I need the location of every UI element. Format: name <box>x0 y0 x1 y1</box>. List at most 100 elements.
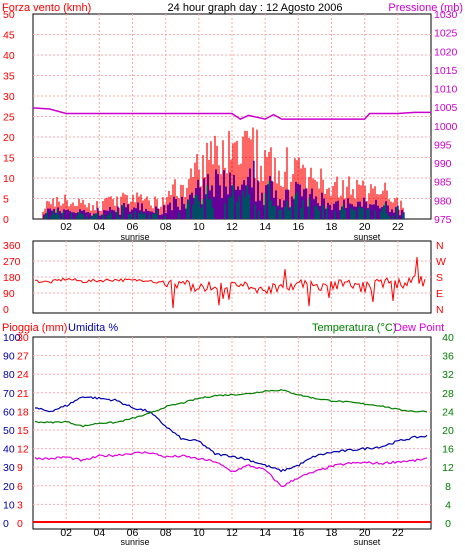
direction-degree-tick: 270 <box>3 256 21 268</box>
humidity-tick: 10 <box>3 499 15 511</box>
pressure-tick: 995 <box>434 139 452 151</box>
humidity-tick: 0 <box>3 518 9 530</box>
rain-tick: 12 <box>17 444 29 456</box>
pressure-tick: 1015 <box>434 65 458 77</box>
temperature-tick: 20 <box>442 425 454 437</box>
wind-hour-tick: 16 <box>292 221 304 233</box>
wind-low-series <box>44 181 404 219</box>
wind-speed-tick: 35 <box>3 71 15 83</box>
direction-compass-tick: N <box>436 304 444 316</box>
wind-hour-tick: 04 <box>93 221 105 233</box>
wind-speed-tick: 0 <box>3 214 9 226</box>
rain-axis-title: Pioggia (mm) <box>2 322 67 334</box>
pressure-tick: 990 <box>434 158 452 170</box>
temperature-line <box>34 389 428 428</box>
temperature-tick: 32 <box>442 369 454 381</box>
wind-speed-tick: 20 <box>3 132 15 144</box>
wind-hour-tick: 22 <box>392 221 404 233</box>
wind-speed-tick: 10 <box>3 173 15 185</box>
pressure-tick: 1010 <box>434 84 458 96</box>
rain-tick: 6 <box>17 481 23 493</box>
pressure-tick: 1000 <box>434 121 458 133</box>
wind-speed-axis-title: Forza vento (kmh) <box>2 2 91 14</box>
rain-tick: 27 <box>17 351 29 363</box>
rain-tick: 24 <box>17 369 29 381</box>
wind-average-series <box>43 160 405 219</box>
wind-hour-tick: 06 <box>127 221 139 233</box>
rain-tick: 0 <box>17 518 23 530</box>
sunset-label: sunset <box>354 232 381 242</box>
sunrise-label: sunrise <box>120 232 149 242</box>
wind-hour-tick: 08 <box>160 221 172 233</box>
wind-speed-tick: 40 <box>3 50 15 62</box>
pressure-tick: 980 <box>434 195 452 207</box>
graph-title: 24 hour graph day : 12 Agosto 2006 <box>168 2 343 14</box>
rain-tick: 30 <box>17 332 29 344</box>
sunset-label-bottom: sunset <box>354 537 381 547</box>
weather-hour-tick: 22 <box>392 527 404 539</box>
sunrise-label-bottom: sunrise <box>120 537 149 547</box>
humidity-tick: 70 <box>3 388 15 400</box>
wind-hour-tick: 14 <box>259 221 271 233</box>
pressure-tick: 1020 <box>434 46 458 58</box>
weather-hour-tick: 04 <box>93 527 105 539</box>
weather-chart: 0102030405060708090100036912151821242730… <box>3 332 454 539</box>
temperature-tick: 16 <box>442 444 454 456</box>
humidity-tick: 90 <box>3 351 15 363</box>
direction-degree-tick: 360 <box>3 240 21 252</box>
weather-hour-tick: 12 <box>226 527 238 539</box>
direction-compass-tick: W <box>436 256 446 268</box>
humidity-tick: 50 <box>3 425 15 437</box>
temperature-axis-title: Temperatura (°C) <box>312 322 396 334</box>
temperature-tick: 8 <box>445 481 451 493</box>
temperature-tick: 12 <box>442 462 454 474</box>
temperature-tick: 40 <box>442 332 454 344</box>
pressure-tick: 975 <box>434 214 452 226</box>
pressure-tick: 1005 <box>434 102 458 114</box>
pressure-tick: 985 <box>434 177 452 189</box>
pressure-tick: 1030 <box>434 9 458 21</box>
temperature-tick: 24 <box>442 406 454 418</box>
wind-speed-tick: 25 <box>3 112 15 124</box>
humidity-tick: 80 <box>3 369 15 381</box>
weather-hour-tick: 08 <box>160 527 172 539</box>
temperature-tick: 4 <box>445 499 451 511</box>
rain-tick: 3 <box>17 499 23 511</box>
wind-speed-tick: 30 <box>3 91 15 103</box>
weather-hour-tick: 16 <box>292 527 304 539</box>
direction-compass-tick: E <box>436 288 443 300</box>
direction-compass-tick: N <box>436 240 444 252</box>
humidity-tick: 40 <box>3 444 15 456</box>
wind-hour-tick: 18 <box>326 221 338 233</box>
weather-hour-tick: 06 <box>127 527 139 539</box>
weather-hour-tick: 18 <box>326 527 338 539</box>
rain-tick: 15 <box>17 425 29 437</box>
wind-hour-tick: 12 <box>226 221 238 233</box>
humidity-tick: 60 <box>3 406 15 418</box>
direction-compass-tick: S <box>436 272 443 284</box>
wind-speed-tick: 15 <box>3 153 15 165</box>
wind-speed-tick: 50 <box>3 9 15 21</box>
temperature-tick: 0 <box>445 518 451 530</box>
dew-point-axis-title: Dew Point <box>394 322 444 334</box>
weather-hour-tick: 02 <box>60 527 72 539</box>
wind-hour-tick: 02 <box>60 221 72 233</box>
humidity-tick: 100 <box>3 332 21 344</box>
rain-tick: 9 <box>17 462 23 474</box>
humidity-axis-title: Umidita % <box>68 322 118 334</box>
humidity-tick: 20 <box>3 481 15 493</box>
weather-hour-tick: 20 <box>359 527 371 539</box>
direction-degree-tick: 0 <box>3 304 9 316</box>
temperature-tick: 36 <box>442 351 454 363</box>
rain-tick: 21 <box>17 388 29 400</box>
direction-degree-tick: 180 <box>3 272 21 284</box>
wind-speed-tick: 5 <box>3 194 9 206</box>
wind-chart: 0510152025303540455097598098599099510001… <box>3 9 458 233</box>
wind-hour-tick: 10 <box>193 221 205 233</box>
wind-hour-tick: 20 <box>359 221 371 233</box>
humidity-line <box>34 396 428 473</box>
rain-tick: 18 <box>17 406 29 418</box>
wind-speed-tick: 45 <box>3 30 15 42</box>
